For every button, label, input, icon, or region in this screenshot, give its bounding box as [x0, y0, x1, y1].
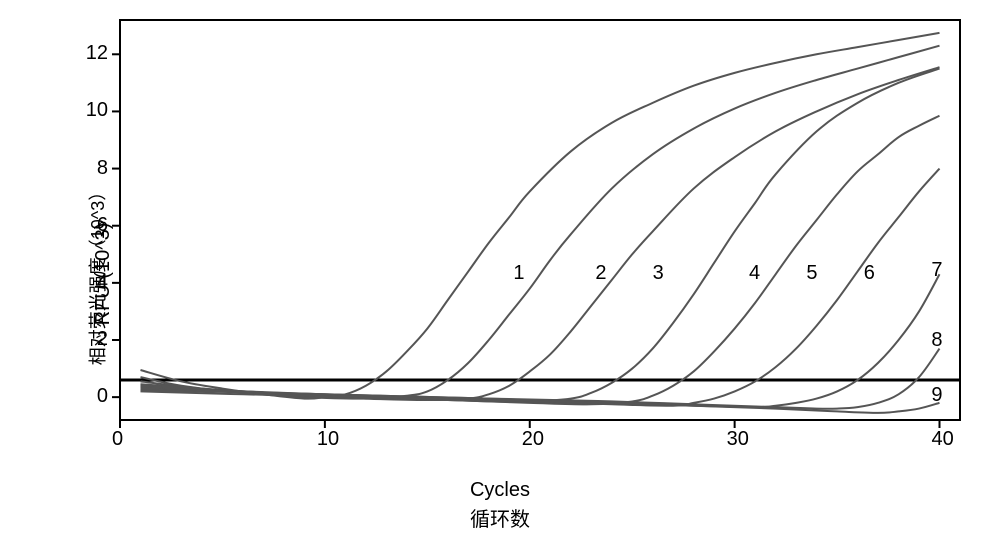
- y-tick-label: 4: [97, 271, 108, 294]
- curve-label-7: 7: [931, 259, 942, 282]
- x-tick-label: 10: [317, 428, 339, 451]
- x-axis-label-cn: 循环数: [470, 503, 530, 532]
- y-tick-label: 8: [97, 157, 108, 180]
- curve-label-3: 3: [653, 262, 664, 285]
- plot-area: [120, 20, 960, 420]
- curve-label-8: 8: [931, 329, 942, 352]
- curve-label-2: 2: [595, 262, 606, 285]
- x-tick-label: 30: [727, 428, 749, 451]
- curve-label-1: 1: [513, 262, 524, 285]
- y-tick-label: 12: [86, 42, 108, 65]
- y-tick-label: 2: [97, 328, 108, 351]
- x-axis-label-en: Cycles: [470, 479, 530, 502]
- x-tick-label: 40: [932, 428, 954, 451]
- y-tick-label: 10: [86, 99, 108, 122]
- curve-label-9: 9: [931, 384, 942, 407]
- x-tick-label: 20: [522, 428, 544, 451]
- curve-label-6: 6: [864, 262, 875, 285]
- y-tick-label: 6: [97, 214, 108, 237]
- x-tick-label: 0: [112, 428, 123, 451]
- y-tick-label: 0: [97, 385, 108, 408]
- curve-label-4: 4: [749, 262, 760, 285]
- amplification-chart: 相对荧光强度（10^3） RFU (10^3) Cycles 循环数 01020…: [0, 0, 1000, 547]
- curve-label-5: 5: [806, 262, 817, 285]
